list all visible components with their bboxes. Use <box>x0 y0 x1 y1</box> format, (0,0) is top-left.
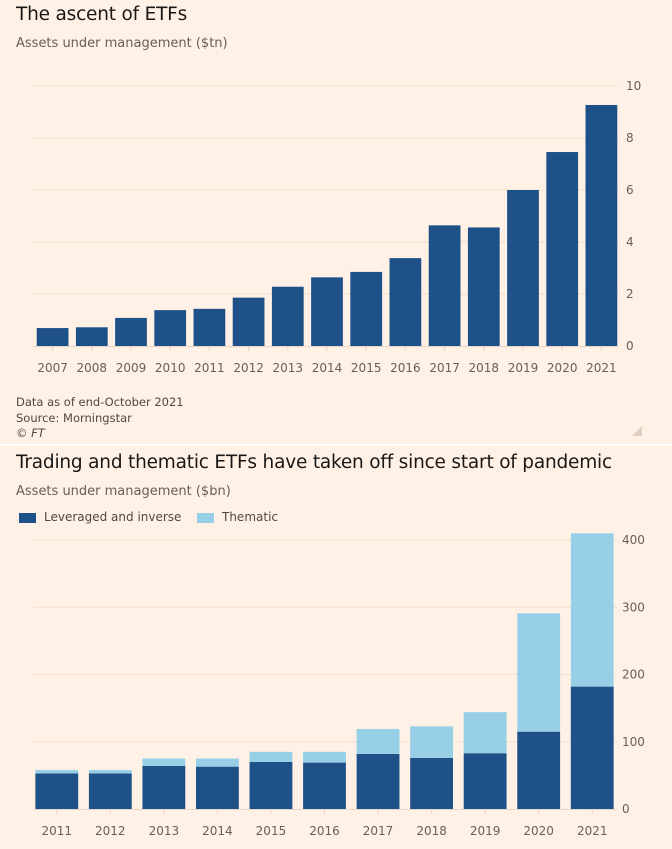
bar-2010 <box>154 310 187 346</box>
bar-leveraged-2020 <box>517 731 561 809</box>
etf-aum-bar-chart: 0 2 4 6 8 10 2007 2008 2009 2010 2011 2012 2013 2014 2… <box>33 79 641 375</box>
chart-title: Trading and thematic ETFs have taken off… <box>16 452 612 473</box>
chart-subtitle: Assets under management ($tn) <box>16 36 228 51</box>
y-tick-label: 8 <box>626 131 634 145</box>
x-tick-label: 2018 <box>416 824 447 838</box>
x-tick-label: 2011 <box>41 824 72 838</box>
legend-swatch-thematic <box>197 513 214 523</box>
bar-thematic-2021 <box>570 533 614 687</box>
bar-leveraged-2017 <box>356 753 400 809</box>
x-tick-label: 2021 <box>577 824 608 838</box>
bar-thematic-2019 <box>463 712 507 754</box>
bar-thematic-2020 <box>517 613 561 732</box>
x-tick-label: 2019 <box>508 361 539 375</box>
bar-thematic-2017 <box>356 728 400 754</box>
bar-2008 <box>75 327 108 346</box>
x-tick-label: 2019 <box>470 824 501 838</box>
x-tick-label: 2015 <box>351 361 382 375</box>
x-tick-label: 2020 <box>547 361 578 375</box>
bar-thematic-2016 <box>303 751 346 763</box>
bar-2018 <box>467 227 500 346</box>
bar-leveraged-2013 <box>142 765 186 809</box>
x-tick-label: 2015 <box>256 824 287 838</box>
bar-thematic-2014 <box>195 758 239 767</box>
legend-label: Leveraged and inverse <box>44 510 182 524</box>
chart-title: The ascent of ETFs <box>16 4 188 25</box>
bar-2014 <box>311 277 343 346</box>
x-tick-label: 2016 <box>309 824 340 838</box>
bar-2021 <box>585 104 618 346</box>
y-tick-label: 100 <box>622 735 645 749</box>
y-tick-label: 0 <box>622 802 630 816</box>
chart-footnotes: Data as of end-October 2021 Source: Morn… <box>16 395 184 442</box>
bar-leveraged-2019 <box>463 753 507 809</box>
trading-thematic-chart-panel: Trading and thematic ETFs have taken off… <box>0 446 672 849</box>
bar-2013 <box>271 286 304 346</box>
x-tick-label: 2007 <box>37 361 68 375</box>
bar-thematic-2015 <box>249 751 293 762</box>
x-tick-label: 2017 <box>363 824 394 838</box>
x-tick-label: 2013 <box>273 361 304 375</box>
x-tick-label: 2011 <box>194 361 225 375</box>
bar-2019 <box>507 190 539 346</box>
x-tick-label: 2009 <box>116 361 147 375</box>
bar-leveraged-2016 <box>303 762 346 809</box>
y-tick-label: 2 <box>626 287 634 301</box>
bar-2020 <box>546 152 579 346</box>
bar-2009 <box>115 317 147 346</box>
y-tick-label: 400 <box>622 533 645 547</box>
legend-label: Thematic <box>222 510 278 524</box>
bar-2015 <box>350 271 383 346</box>
y-tick-label: 4 <box>626 235 634 249</box>
bar-leveraged-2012 <box>88 773 132 809</box>
copyright-note: © FT <box>16 426 45 440</box>
bar-thematic-2011 <box>35 769 79 774</box>
y-tick-label: 200 <box>622 668 645 682</box>
x-tick-label: 2014 <box>202 824 233 838</box>
bar-leveraged-2018 <box>410 757 454 809</box>
panel-divider <box>0 444 672 446</box>
x-tick-label: 2014 <box>312 361 343 375</box>
x-tick-label: 2016 <box>390 361 421 375</box>
resize-grip-icon[interactable] <box>632 426 642 436</box>
y-tick-label: 6 <box>626 183 634 197</box>
y-tick-label: 300 <box>622 600 645 614</box>
x-tick-label: 2018 <box>469 361 500 375</box>
bar-thematic-2013 <box>142 758 186 766</box>
bar-thematic-2018 <box>410 726 454 758</box>
bar-leveraged-2015 <box>249 761 293 809</box>
bar-leveraged-2011 <box>35 773 79 809</box>
trading-thematic-stacked-bar-chart: 0 100 200 300 400 2011 2012 2013 2014 2015 2016 201… <box>33 533 645 838</box>
bar-2016 <box>389 258 422 346</box>
x-tick-label: 2012 <box>95 824 126 838</box>
x-tick-label: 2017 <box>429 361 460 375</box>
x-tick-label: 2012 <box>233 361 264 375</box>
bar-2012 <box>232 297 265 346</box>
x-tick-label: 2008 <box>77 361 108 375</box>
bar-thematic-2012 <box>88 769 132 774</box>
etf-aum-chart-panel: The ascent of ETFs Assets under manageme… <box>16 4 642 442</box>
bar-2011 <box>193 308 226 346</box>
x-tick-label: 2020 <box>523 824 554 838</box>
y-tick-label: 0 <box>626 339 634 353</box>
bar-2007 <box>36 328 69 346</box>
bar-2017 <box>428 225 461 346</box>
data-note: Data as of end-October 2021 <box>16 395 184 409</box>
legend-swatch-leveraged <box>19 513 36 523</box>
y-tick-label: 10 <box>626 79 641 93</box>
chart-subtitle: Assets under management ($bn) <box>16 484 231 499</box>
x-tick-label: 2021 <box>586 361 617 375</box>
bar-leveraged-2014 <box>195 766 239 809</box>
bar-leveraged-2021 <box>570 686 614 809</box>
x-tick-label: 2010 <box>155 361 186 375</box>
x-tick-label: 2013 <box>149 824 180 838</box>
source-note: Source: Morningstar <box>16 410 132 425</box>
